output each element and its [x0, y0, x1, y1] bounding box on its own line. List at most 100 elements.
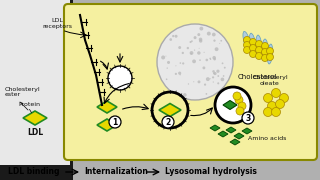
Circle shape [244, 37, 251, 44]
Circle shape [199, 38, 202, 41]
Circle shape [261, 55, 268, 62]
Circle shape [197, 51, 201, 55]
Circle shape [242, 112, 254, 124]
Circle shape [222, 62, 223, 64]
Circle shape [194, 36, 196, 39]
Text: Internalization: Internalization [84, 168, 148, 177]
Circle shape [250, 39, 257, 46]
Bar [0, 0, 73, 180]
Circle shape [267, 48, 274, 55]
Circle shape [108, 66, 132, 90]
Circle shape [180, 62, 181, 64]
Circle shape [190, 53, 192, 55]
Circle shape [182, 52, 184, 54]
Polygon shape [242, 128, 252, 134]
Circle shape [215, 47, 219, 51]
Polygon shape [218, 131, 228, 137]
Ellipse shape [243, 31, 251, 53]
Polygon shape [210, 125, 220, 131]
Circle shape [279, 93, 289, 102]
Circle shape [167, 61, 170, 64]
Circle shape [183, 93, 187, 97]
Circle shape [210, 59, 211, 60]
Circle shape [255, 40, 262, 48]
Circle shape [212, 70, 215, 73]
Circle shape [212, 56, 216, 60]
Circle shape [189, 41, 192, 43]
Circle shape [205, 59, 208, 61]
Circle shape [194, 50, 195, 51]
Circle shape [192, 59, 196, 63]
Circle shape [199, 59, 201, 61]
Circle shape [207, 32, 211, 36]
Circle shape [193, 81, 194, 82]
Circle shape [238, 102, 246, 110]
Circle shape [271, 89, 281, 98]
Text: Amino acids: Amino acids [248, 136, 286, 141]
Circle shape [250, 51, 257, 57]
Circle shape [263, 107, 273, 116]
Text: Lysosomal hydrolysis: Lysosomal hydrolysis [165, 168, 257, 177]
Text: LDL: LDL [27, 128, 43, 137]
Polygon shape [97, 119, 117, 131]
Circle shape [233, 92, 241, 100]
Circle shape [162, 116, 174, 128]
Text: Cholesterol: Cholesterol [237, 74, 277, 80]
Circle shape [178, 46, 181, 49]
Circle shape [188, 83, 189, 85]
Circle shape [204, 84, 206, 86]
Circle shape [197, 80, 200, 83]
Polygon shape [230, 139, 240, 145]
Circle shape [268, 102, 276, 111]
Circle shape [276, 100, 284, 109]
Circle shape [197, 33, 200, 36]
Circle shape [187, 47, 189, 49]
Circle shape [235, 96, 243, 104]
Circle shape [220, 78, 224, 81]
Circle shape [271, 107, 281, 116]
Text: 1: 1 [112, 118, 118, 127]
Polygon shape [234, 133, 244, 139]
Circle shape [263, 93, 273, 102]
Circle shape [203, 66, 205, 69]
FancyBboxPatch shape [64, 4, 317, 160]
Circle shape [167, 68, 168, 69]
Text: Cholesteryl
ester: Cholesteryl ester [5, 87, 41, 97]
Circle shape [224, 67, 226, 69]
Circle shape [212, 33, 216, 36]
Circle shape [180, 74, 181, 75]
Ellipse shape [268, 44, 273, 64]
Circle shape [191, 40, 193, 42]
Text: Protein: Protein [18, 102, 40, 107]
Circle shape [217, 75, 219, 77]
Circle shape [152, 92, 188, 128]
Circle shape [109, 116, 121, 128]
Ellipse shape [256, 35, 262, 59]
Circle shape [190, 51, 193, 55]
Circle shape [206, 77, 210, 81]
Circle shape [199, 39, 202, 43]
Polygon shape [97, 101, 117, 113]
Circle shape [210, 78, 211, 79]
Circle shape [213, 39, 216, 42]
Circle shape [219, 43, 220, 44]
Circle shape [244, 42, 251, 48]
Circle shape [236, 107, 244, 115]
Circle shape [209, 58, 211, 59]
Circle shape [216, 70, 220, 73]
Text: LDL
receptors: LDL receptors [42, 18, 72, 29]
Circle shape [199, 48, 200, 49]
Circle shape [261, 42, 268, 50]
Circle shape [161, 55, 165, 59]
Text: 3: 3 [245, 114, 251, 123]
Polygon shape [159, 103, 181, 116]
Circle shape [157, 24, 233, 100]
Circle shape [166, 78, 167, 80]
Circle shape [250, 44, 257, 51]
Circle shape [213, 58, 216, 60]
Circle shape [212, 76, 214, 78]
Text: LDL binding: LDL binding [8, 168, 60, 177]
Polygon shape [23, 111, 47, 125]
Ellipse shape [262, 39, 268, 61]
Circle shape [217, 82, 219, 84]
